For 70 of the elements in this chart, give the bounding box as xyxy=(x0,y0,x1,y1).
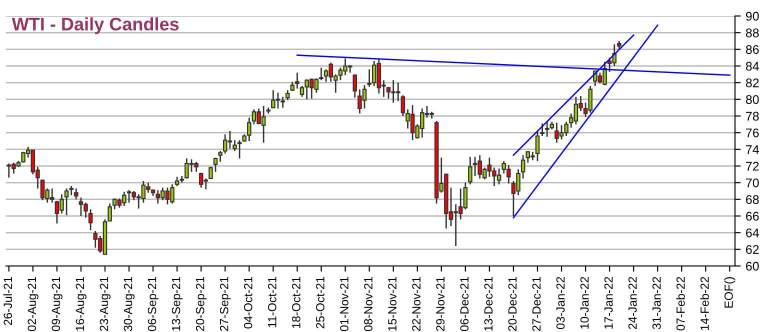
candlestick xyxy=(218,150,222,163)
x-tick-label: 13-Sep-21 xyxy=(172,276,183,331)
x-tick-label: 20-Dec-21 xyxy=(508,276,517,331)
candlestick xyxy=(468,156,472,186)
y-tick-label: 62 xyxy=(746,245,759,254)
y-tick-label: 72 xyxy=(746,162,759,171)
x-tick-label: 23-Aug-21 xyxy=(100,276,110,331)
x-tick-label: 07-Feb-22 xyxy=(676,277,685,330)
y-tick-label: 80 xyxy=(746,95,759,104)
x-tick-label: 15-Nov-21 xyxy=(388,276,396,331)
candlestick xyxy=(247,116,252,142)
candlestick xyxy=(367,68,372,88)
x-tick-label: 22-Nov-21 xyxy=(412,276,421,331)
candlestick xyxy=(74,188,78,200)
x-tick-label: 29-Nov-21 xyxy=(436,276,445,331)
x-tick-label: 31-Jan-22 xyxy=(652,277,661,330)
candlestick xyxy=(232,139,237,152)
x-tick-label: 06-Sep-21 xyxy=(148,276,159,332)
y-tick-label: 88 xyxy=(746,28,759,38)
candlestick xyxy=(88,208,93,231)
x-tick-label: 11-Oct-21 xyxy=(268,276,276,328)
x-tick-label: 06-Dec-21 xyxy=(460,276,469,332)
x-tick-label: 24-Jan-22 xyxy=(628,277,637,329)
y-tick-label: 78 xyxy=(746,112,759,121)
x-tick-label: 26-Jul-21 xyxy=(3,276,12,326)
y-tick-label: 60 xyxy=(746,262,759,271)
x-tick-label: 20-Sep-21 xyxy=(196,276,207,331)
x-tick-label: 03-Jan-22 xyxy=(556,277,565,330)
y-tick-label: 82 xyxy=(746,78,759,88)
candlestick xyxy=(295,72,300,90)
x-tick-label: 02-Aug-21 xyxy=(28,276,38,332)
candlestick xyxy=(400,94,406,117)
y-tick-label: 68 xyxy=(746,195,759,204)
x-tick-label: 18-Oct-21 xyxy=(292,276,300,328)
x-tick-label: 14-Feb-22 xyxy=(700,277,709,330)
y-tick-label: 70 xyxy=(746,178,759,188)
x-tick-label: 04-Oct-21 xyxy=(244,276,252,328)
candlestick xyxy=(285,89,290,101)
y-tick-label: 84 xyxy=(746,62,759,71)
candlestick xyxy=(280,96,285,108)
x-tick-label: 27-Dec-21 xyxy=(532,276,541,331)
x-tick-label: 08-Nov-21 xyxy=(364,276,372,332)
x-tick-label: 16-Aug-21 xyxy=(76,276,86,331)
x-tick-label: 25-Oct-21 xyxy=(316,276,324,328)
candlestick xyxy=(108,202,112,222)
candlestick xyxy=(69,185,74,196)
chart-title: WTI - Daily Candles xyxy=(12,17,179,34)
candlestick xyxy=(535,130,540,162)
y-tick-label: 86 xyxy=(746,45,759,54)
y-tick-label: 66 xyxy=(746,212,759,221)
x-tick-label: EOF() xyxy=(724,277,736,308)
candlestick xyxy=(544,121,550,138)
candlestick xyxy=(213,156,218,173)
y-tick-label: 76 xyxy=(746,128,759,138)
x-tick-label: 13-Dec-21 xyxy=(484,276,493,331)
y-tick-label: 64 xyxy=(746,228,759,238)
candlestick xyxy=(319,66,324,81)
x-tick-label: 01-Nov-21 xyxy=(340,276,348,332)
x-tick-label: 09-Aug-21 xyxy=(52,276,62,332)
candlestick xyxy=(64,188,69,216)
y-tick-label: 90 xyxy=(746,12,759,21)
candlestick xyxy=(290,81,295,92)
candlestick xyxy=(352,74,358,98)
x-tick-label: 17-Jan-22 xyxy=(604,277,613,329)
candlestick xyxy=(237,139,242,160)
x-tick-label: 27-Sep-21 xyxy=(220,276,231,331)
x-tick-label: 30-Aug-21 xyxy=(124,276,135,332)
candlestick xyxy=(540,122,544,137)
y-tick-label: 74 xyxy=(746,145,759,154)
x-tick-label: 10-Jan-22 xyxy=(580,277,589,329)
